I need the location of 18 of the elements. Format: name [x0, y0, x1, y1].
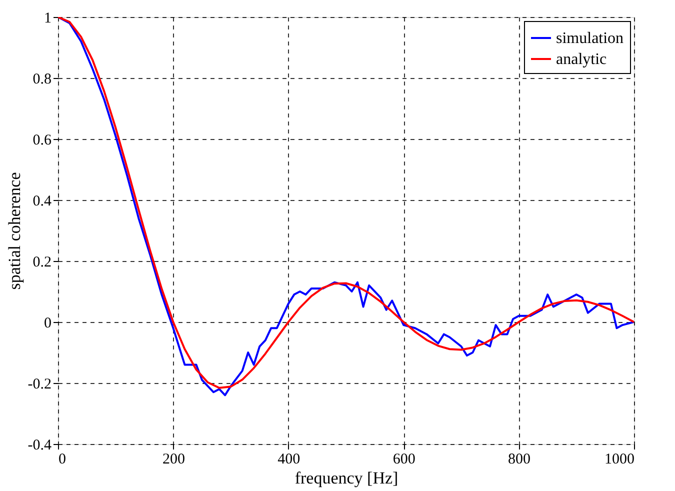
legend-label: simulation — [556, 30, 624, 47]
y-tick-label: 0.2 — [32, 254, 52, 270]
x-tick-label: 800 — [508, 452, 531, 468]
x-tick-label: 1000 — [604, 452, 634, 468]
x-tick-label: 400 — [278, 452, 300, 468]
y-tick-label: 0.6 — [32, 132, 52, 148]
x-tick-label: 200 — [162, 452, 185, 468]
y-tick-label: -0.2 — [28, 376, 52, 392]
y-tick-label: 0.8 — [32, 72, 52, 88]
x-tick-label: 0 — [58, 452, 66, 468]
legend-label: analytic — [556, 51, 607, 68]
y-tick-label: 0 — [44, 316, 52, 332]
y-tick-label: -0.4 — [28, 438, 52, 454]
x-tick-label: 600 — [392, 452, 416, 468]
y-tick-label: 1 — [44, 10, 52, 26]
x-axis-title: frequency [Hz] — [294, 468, 398, 488]
y-axis-title: spatial coherence — [4, 172, 24, 290]
y-tick-label: 0.4 — [32, 194, 52, 210]
